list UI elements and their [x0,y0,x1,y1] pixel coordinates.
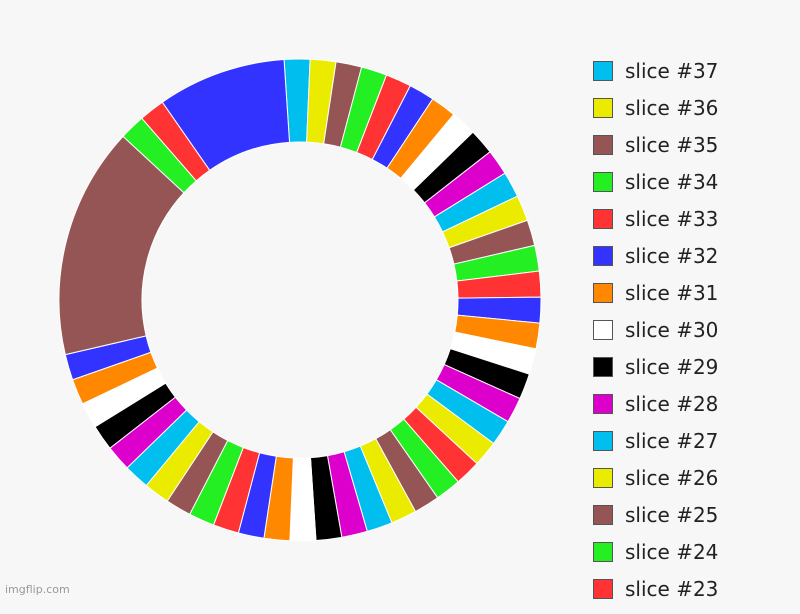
legend-label: slice #30 [625,318,719,342]
legend-swatch [593,246,613,266]
donut-chart [58,58,542,542]
watermark: imgflip.com [5,583,70,596]
legend-swatch [593,394,613,414]
legend-swatch [593,61,613,81]
legend-swatch [593,505,613,525]
legend-swatch [593,542,613,562]
legend-swatch [593,468,613,488]
legend-swatch [593,283,613,303]
legend-item: slice #32 [593,244,793,281]
legend-item: slice #30 [593,318,793,355]
legend-swatch [593,579,613,599]
legend-item: slice #35 [593,133,793,170]
legend-swatch [593,209,613,229]
legend-item: slice #37 [593,59,793,96]
legend-label: slice #35 [625,133,719,157]
legend-swatch [593,135,613,155]
legend-label: slice #37 [625,59,719,83]
legend-label: slice #27 [625,429,719,453]
legend-item: slice #26 [593,466,793,503]
chart-legend: slice #37 slice #36 slice #35 slice #34 slic… [593,59,793,614]
legend-label: slice #33 [625,207,719,231]
legend-label: slice #25 [625,503,719,527]
legend-label: slice #28 [625,392,719,416]
legend-swatch [593,98,613,118]
legend-swatch [593,357,613,377]
legend-item: slice #34 [593,170,793,207]
legend-label: slice #24 [625,540,719,564]
legend-item: slice #28 [593,392,793,429]
legend-item: slice #23 [593,577,793,614]
legend-label: slice #31 [625,281,719,305]
legend-item: slice #24 [593,540,793,577]
legend-swatch [593,431,613,451]
legend-swatch [593,172,613,192]
legend-label: slice #36 [625,96,719,120]
legend-label: slice #29 [625,355,719,379]
legend-item: slice #33 [593,207,793,244]
legend-swatch [593,320,613,340]
legend-item: slice #36 [593,96,793,133]
legend-label: slice #32 [625,244,719,268]
legend-label: slice #34 [625,170,719,194]
legend-label: slice #26 [625,466,719,490]
legend-label: slice #23 [625,577,719,601]
legend-item: slice #31 [593,281,793,318]
legend-item: slice #27 [593,429,793,466]
pie-slice-46 [161,58,291,172]
legend-item: slice #25 [593,503,793,540]
legend-item: slice #29 [593,355,793,392]
